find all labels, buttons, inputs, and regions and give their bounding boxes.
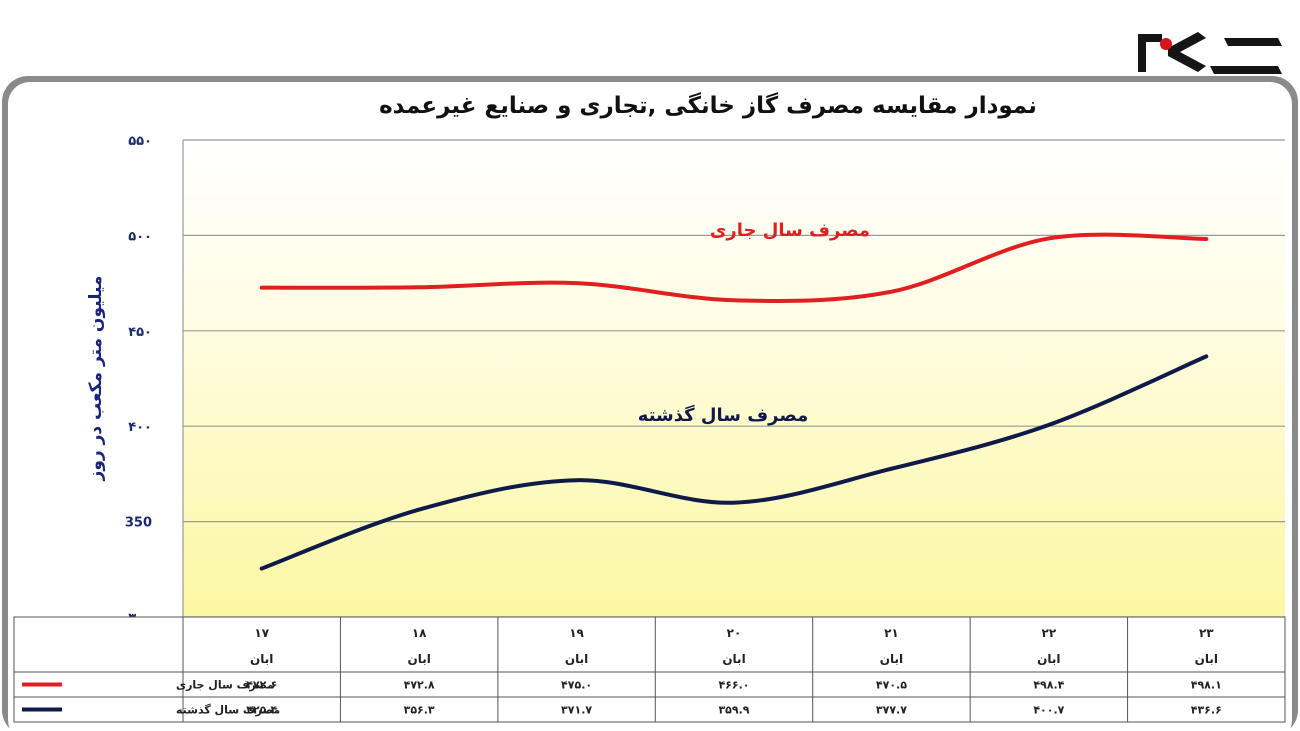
x-tick-sublabel: ابان: [1195, 652, 1218, 666]
annotation-current-year: مصرف سال جاری: [710, 220, 870, 241]
chart-title: نمودار مقایسه مصرف گاز خانگی ,تجاری و صن…: [379, 92, 1037, 119]
annotation-last-year: مصرف سال گذشته: [638, 404, 808, 426]
y-tick-label: ۴۰۰: [128, 420, 152, 435]
y-tick-label: ۵۰۰: [128, 229, 152, 244]
plot-area: [183, 140, 1285, 617]
x-tick-label: ۱۹: [569, 626, 584, 640]
y-tick-label: ۵۵۰: [128, 134, 152, 149]
data-label: ۳۵۶.۳: [404, 704, 435, 717]
data-label: ۴۹۸.۴: [1033, 679, 1064, 692]
x-tick-sublabel: ابان: [722, 652, 745, 666]
table-frame: [13, 616, 1286, 723]
data-label: ۳۵۹.۹: [718, 704, 749, 717]
data-label: ۴۷۵.۰: [561, 679, 592, 692]
x-tick-label: ۲۱: [884, 626, 899, 640]
x-tick-sublabel: ابان: [565, 652, 588, 666]
y-tick-label: ۴۵۰: [128, 325, 152, 340]
logo-dot-icon: [1160, 38, 1172, 50]
legend-label: مصرف سال گذشته: [176, 704, 280, 717]
data-label: ۴۰۰.۷: [1033, 704, 1064, 717]
data-label: ۳۲۵.۴: [246, 704, 277, 717]
data-label: ۴۹۸.۱: [1191, 679, 1222, 692]
x-tick-sublabel: ابان: [250, 652, 273, 666]
data-label: ۴۷۲.۸: [404, 679, 435, 692]
y-axis-label: میلیون متر مکعب در روز: [86, 276, 106, 482]
series-line-last-year: [259, 354, 1209, 571]
data-label: ۴۷۰.۵: [876, 679, 907, 692]
x-tick-label: ۱۸: [412, 626, 427, 640]
data-label: ۴۷۲.۶: [246, 679, 277, 692]
x-tick-sublabel: ابان: [1037, 652, 1060, 666]
data-label: ۳۷۱.۷: [561, 704, 592, 717]
x-tick-label: ۲۳: [1199, 626, 1214, 640]
legend-label: مصرف سال جاری: [176, 679, 274, 692]
rokna-logo: [1138, 32, 1282, 74]
data-label: ۴۶۶.۰: [718, 679, 749, 692]
x-tick-sublabel: ابان: [407, 652, 430, 666]
x-tick-sublabel: ابان: [880, 652, 903, 666]
data-label: ۳۷۷.۷: [876, 704, 907, 717]
x-tick-label: ۲۲: [1042, 626, 1057, 640]
x-tick-label: ۱۷: [254, 626, 269, 640]
x-tick-label: ۲۰: [727, 626, 742, 640]
series-line-current-year: [259, 232, 1209, 303]
y-tick-label: 350: [125, 516, 152, 531]
data-table: ۱۷ ابان ۱۸ ابان ۱۹ ابان ۲۰ ابان ۲۱ ابان ۲۲ ابان ۲۳ اب…: [13, 616, 1286, 723]
data-label: ۴۳۶.۶: [1191, 704, 1222, 717]
